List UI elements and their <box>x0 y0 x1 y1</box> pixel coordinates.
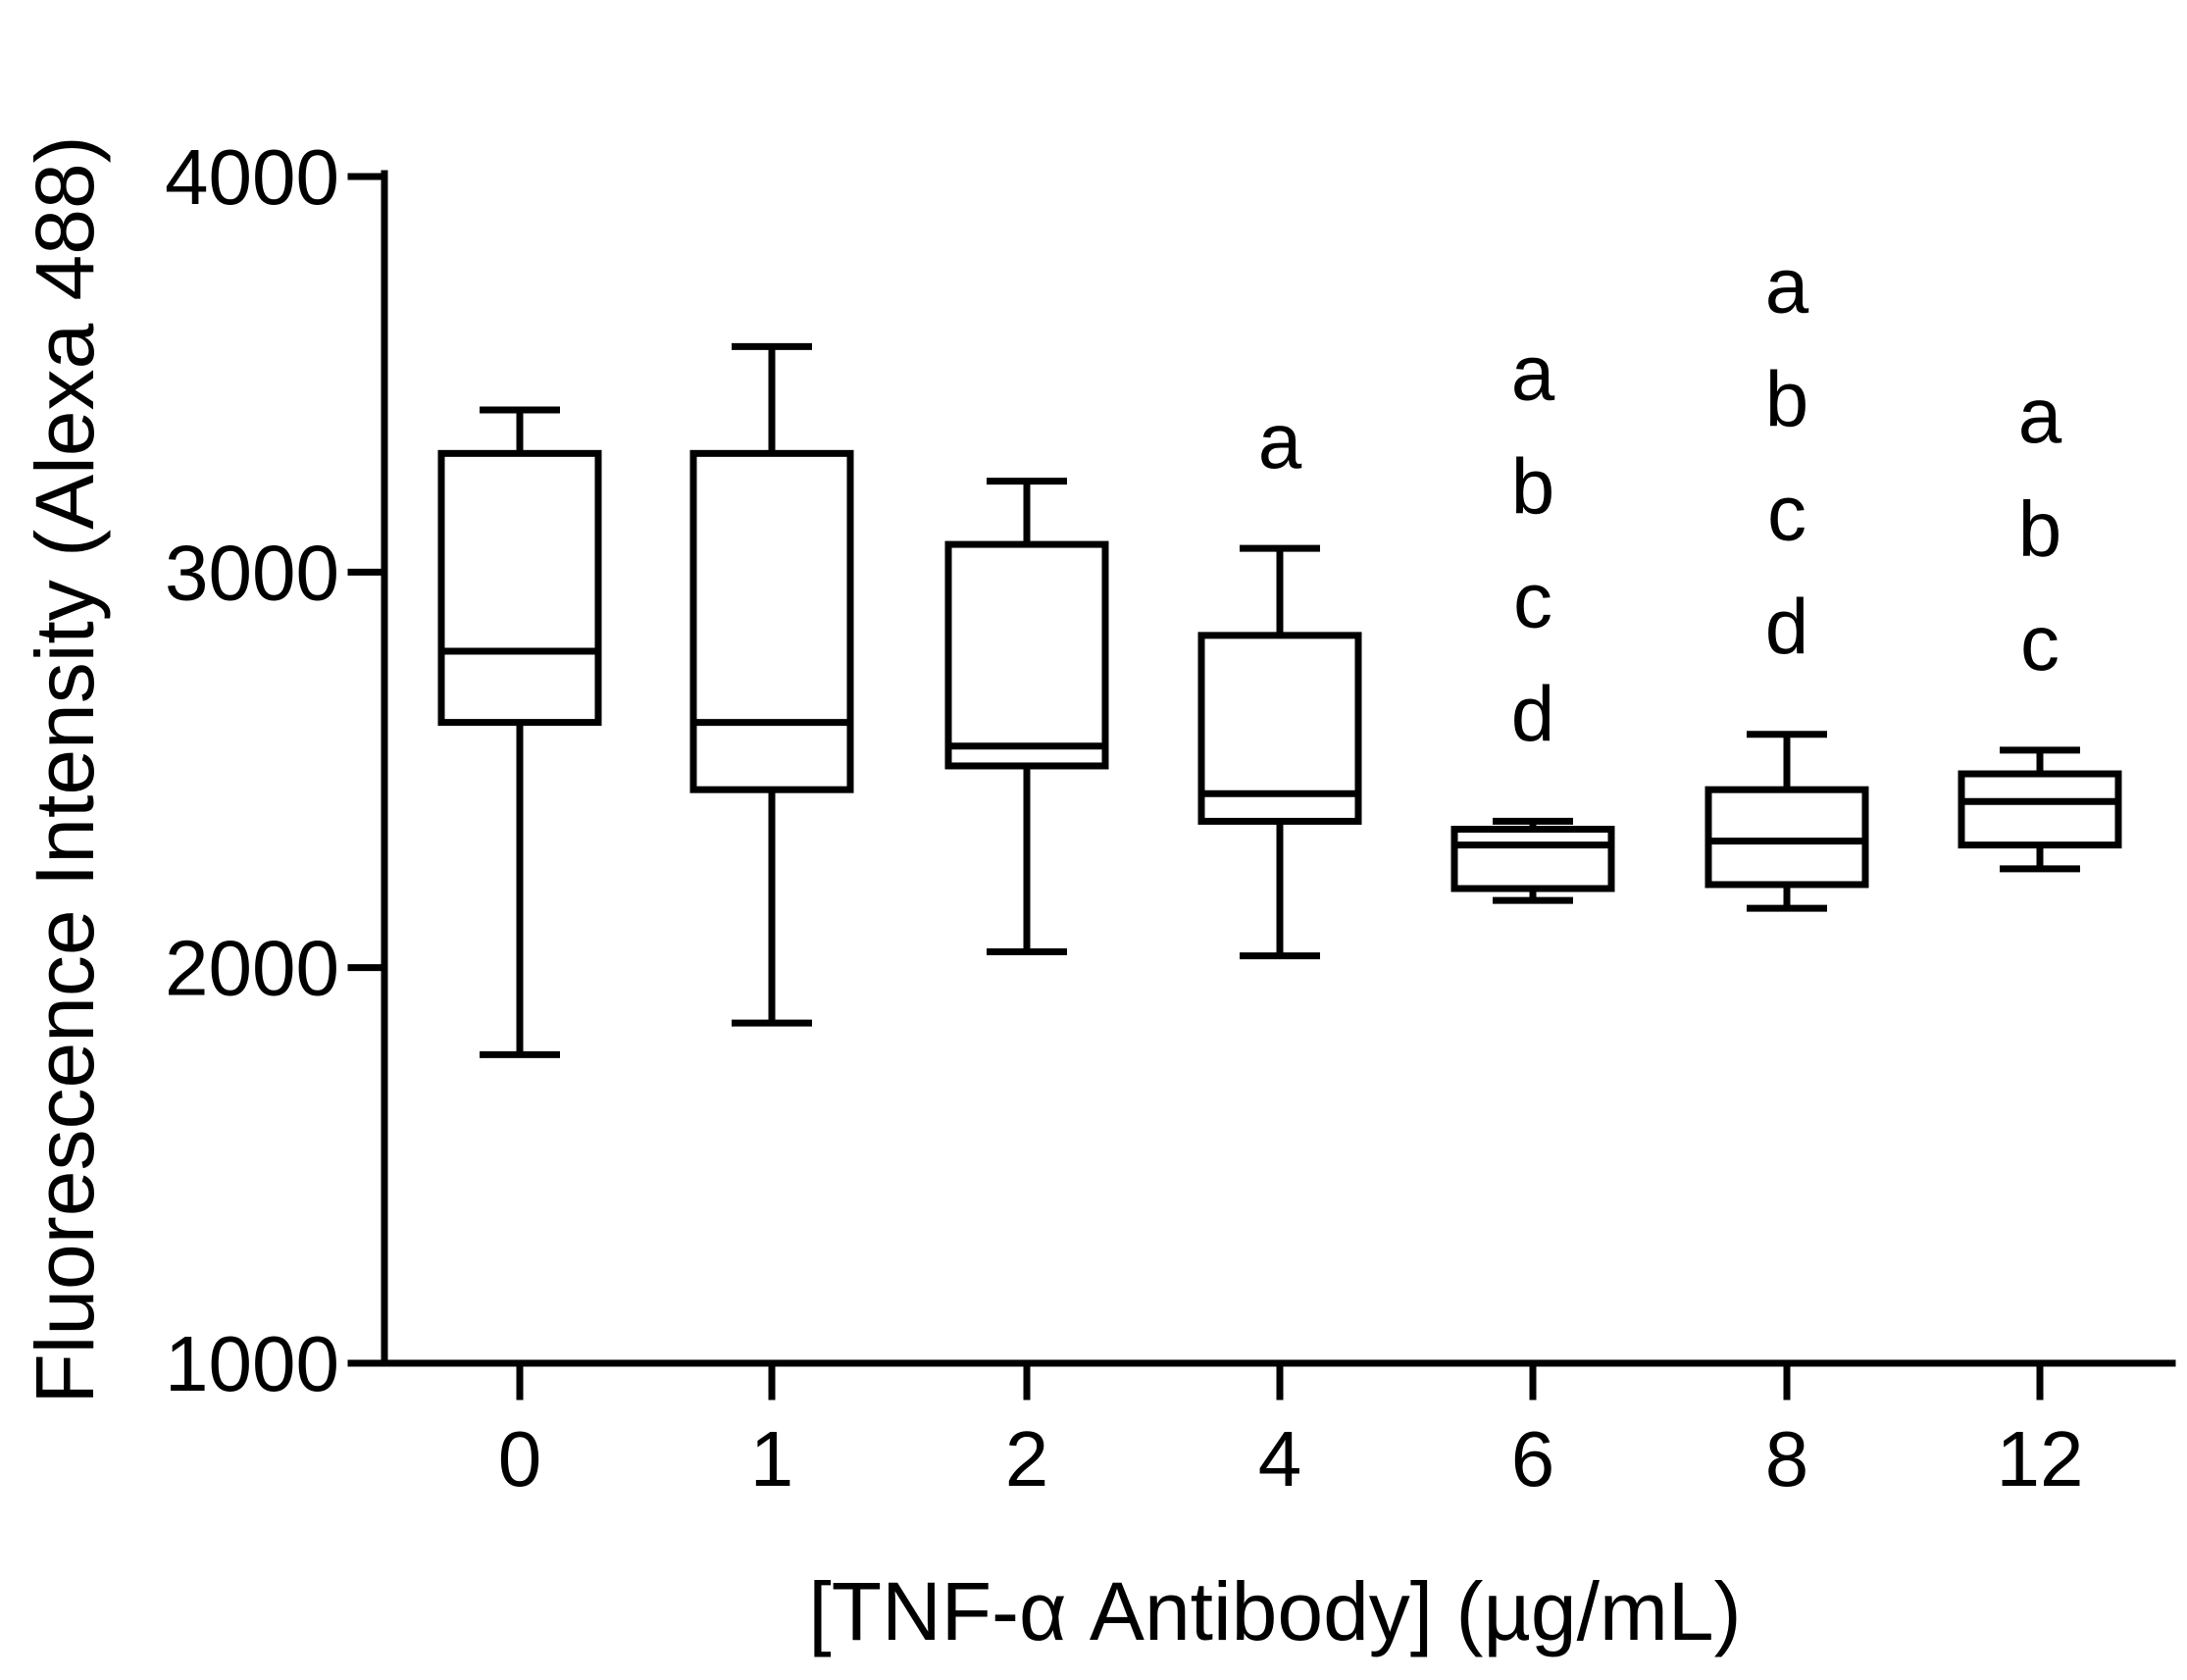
box-2 <box>944 478 1109 956</box>
significance-letter: b <box>1511 442 1555 530</box>
iqr-box <box>944 540 1109 770</box>
x-tick-label: 4 <box>1258 1415 1302 1502</box>
x-tick-label: 1 <box>750 1415 794 1502</box>
box-1 <box>689 342 854 1027</box>
box-6 <box>1450 817 1615 904</box>
box-8 <box>1704 731 1869 912</box>
x-tick-label: 6 <box>1511 1415 1555 1502</box>
significance-letter: d <box>1511 670 1555 757</box>
iqr-box <box>689 449 854 793</box>
significance-letter: b <box>1765 356 1809 443</box>
significance-letter: a <box>2018 372 2062 459</box>
y-tick-label: 4000 <box>165 133 339 221</box>
significance-letter: a <box>1511 329 1555 416</box>
y-tick-label: 2000 <box>165 925 339 1012</box>
box-4 <box>1197 544 1362 960</box>
significance-letter: c <box>1767 470 1806 557</box>
iqr-box <box>437 449 602 727</box>
y-tick-label: 3000 <box>165 529 339 616</box>
iqr-box <box>1704 786 1869 889</box>
significance-letter: b <box>2018 485 2062 573</box>
significance-letter: c <box>1513 556 1552 643</box>
x-axis-ticks: 0 1 2 4 6 8 12 <box>498 1359 2084 1502</box>
significance-letter: a <box>1765 242 1809 330</box>
y-tick-label: 1000 <box>165 1320 339 1407</box>
x-tick-label: 2 <box>1005 1415 1049 1502</box>
iqr-box <box>1958 770 2122 849</box>
significance-letter: d <box>1765 584 1809 671</box>
iqr-box <box>1450 826 1615 892</box>
x-tick-label: 0 <box>498 1415 542 1502</box>
x-axis-title: [TNF-α Antibody] (µg/mL) <box>808 1565 1741 1657</box>
y-axis-title: Fluorescence Intensity (Alexa 488) <box>19 135 111 1403</box>
y-axis-ticks: 1000 2000 3000 4000 <box>165 133 388 1407</box>
box-0 <box>437 406 602 1058</box>
box-series <box>437 342 2122 1058</box>
box-12 <box>1958 746 2122 873</box>
significance-letter: c <box>2020 599 2060 687</box>
x-tick-label: 8 <box>1765 1415 1809 1502</box>
x-tick-label: 12 <box>1997 1415 2084 1502</box>
significance-letter: a <box>1258 397 1302 484</box>
